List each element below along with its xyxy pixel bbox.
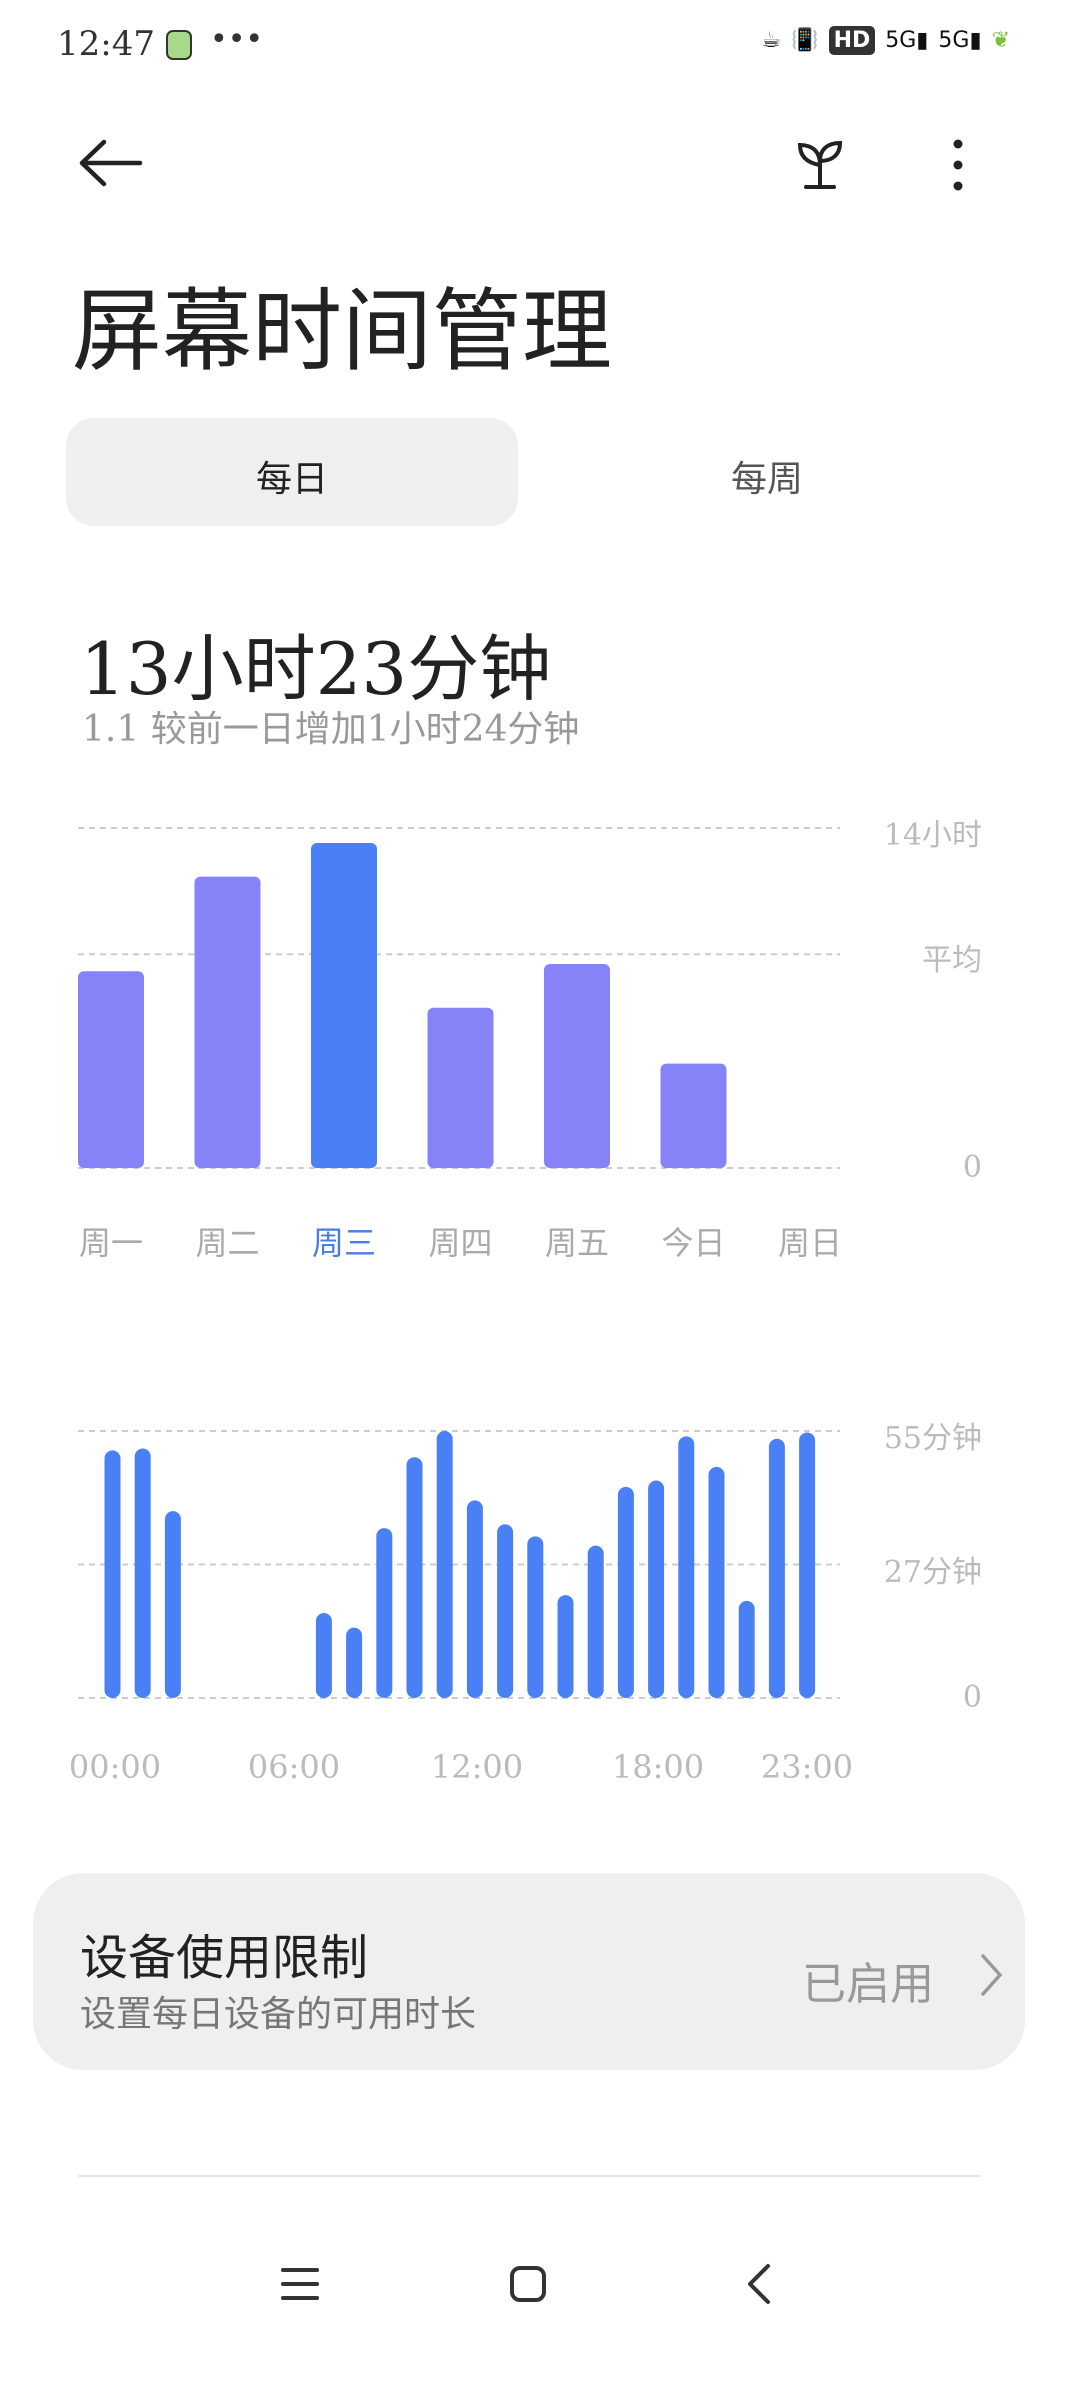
hour-bar-11:00 [436,1431,453,1698]
status-icons: ☕ 📳 HD 5G▮ 5G▮ ❦ [761,26,1010,55]
hour-tick-label: 18:00 [611,1748,705,1786]
hour-bar-22:00 [768,1438,785,1698]
hour-bar-01:00 [134,1448,151,1698]
hour-tick-label: 23:00 [760,1748,854,1786]
bar-周三 [311,843,377,1168]
more-notifications-icon: ••• [210,22,264,57]
signal-icon-2: 5G▮ [938,28,982,53]
hour-bar-18:00 [648,1480,665,1698]
app-notification-icon [166,30,192,60]
back-button[interactable] [76,138,146,188]
device-limit-status: 已启用 [802,1959,934,2010]
hourly-ytick-max: 55分钟 [883,1421,982,1456]
cat-cup-icon: ☕ [761,28,782,53]
comparison-text: 1.1 较前一日增加1小时24分钟 [82,709,580,750]
weekly-ytick-average: 平均 [922,943,982,978]
bar-周一 [78,971,144,1168]
more-options-icon[interactable] [948,138,968,192]
hd-icon: HD [828,26,876,55]
battery-icon: ❦ [991,28,1010,53]
weekly-ytick-max: 14小时 [883,818,982,853]
hour-bar-17:00 [617,1486,634,1698]
day-label[interactable]: 周日 [777,1224,843,1262]
hour-bar-14:00 [527,1536,544,1698]
day-label[interactable]: 周二 [195,1224,260,1262]
back-nav-button[interactable] [744,2262,774,2306]
device-limit-title: 设备使用限制 [80,1930,369,1986]
hour-bar-21:00 [738,1600,755,1698]
bar-周二 [194,876,261,1168]
home-nav-button[interactable] [508,2264,548,2304]
tab-weekly[interactable]: 每周 [730,459,804,500]
sprout-icon[interactable] [792,135,848,191]
total-screen-time: 13小时23分钟 [80,627,552,711]
hour-bar-12:00 [466,1500,483,1698]
hour-bar-15:00 [557,1595,574,1698]
weekly-ytick-zero: 0 [962,1150,982,1185]
hour-bar-20:00 [708,1466,725,1698]
divider [78,2175,981,2177]
day-label[interactable]: 周五 [544,1224,610,1262]
hourly-ytick-zero: 0 [962,1680,982,1715]
hour-bar-08:00 [346,1627,363,1698]
tab-daily[interactable] [66,418,518,526]
device-limit-card[interactable] [33,1873,1025,2070]
hour-bar-16:00 [587,1545,604,1698]
hourly-chart [78,1430,840,1699]
bar-周四 [427,1007,494,1168]
hour-tick-label: 06:00 [247,1748,341,1786]
vibrate-icon: 📳 [791,28,819,53]
device-limit-subtitle: 设置每日设备的可用时长 [80,1994,477,2035]
hour-bar-02:00 [164,1511,181,1698]
bar-周五 [544,964,610,1168]
chevron-right-icon [981,1954,1003,1996]
hour-bar-23:00 [799,1432,816,1698]
page-title: 屏幕时间管理 [72,279,612,384]
signal-icon-1: 5G▮ [885,28,929,53]
hour-bar-19:00 [678,1436,695,1698]
hour-tick-label: 12:00 [430,1748,524,1786]
hour-bar-00:00 [104,1450,121,1698]
day-label[interactable]: 周四 [428,1224,493,1262]
weekly-chart [78,827,840,1169]
menu-nav-button[interactable] [280,2264,320,2304]
hour-bar-07:00 [315,1613,332,1698]
hour-bar-09:00 [376,1528,393,1698]
day-label[interactable]: 周一 [78,1224,144,1262]
bar-今日 [660,1063,727,1168]
status-time: 12:47 [57,24,155,64]
hour-bar-13:00 [497,1524,514,1698]
hour-tick-label: 00:00 [68,1748,162,1786]
hour-bar-10:00 [406,1457,423,1698]
hourly-ytick-mid: 27分钟 [883,1555,982,1590]
tab-daily-label[interactable]: 每日 [255,459,329,500]
day-label[interactable]: 今日 [661,1224,726,1262]
day-label[interactable]: 周三 [311,1224,377,1262]
